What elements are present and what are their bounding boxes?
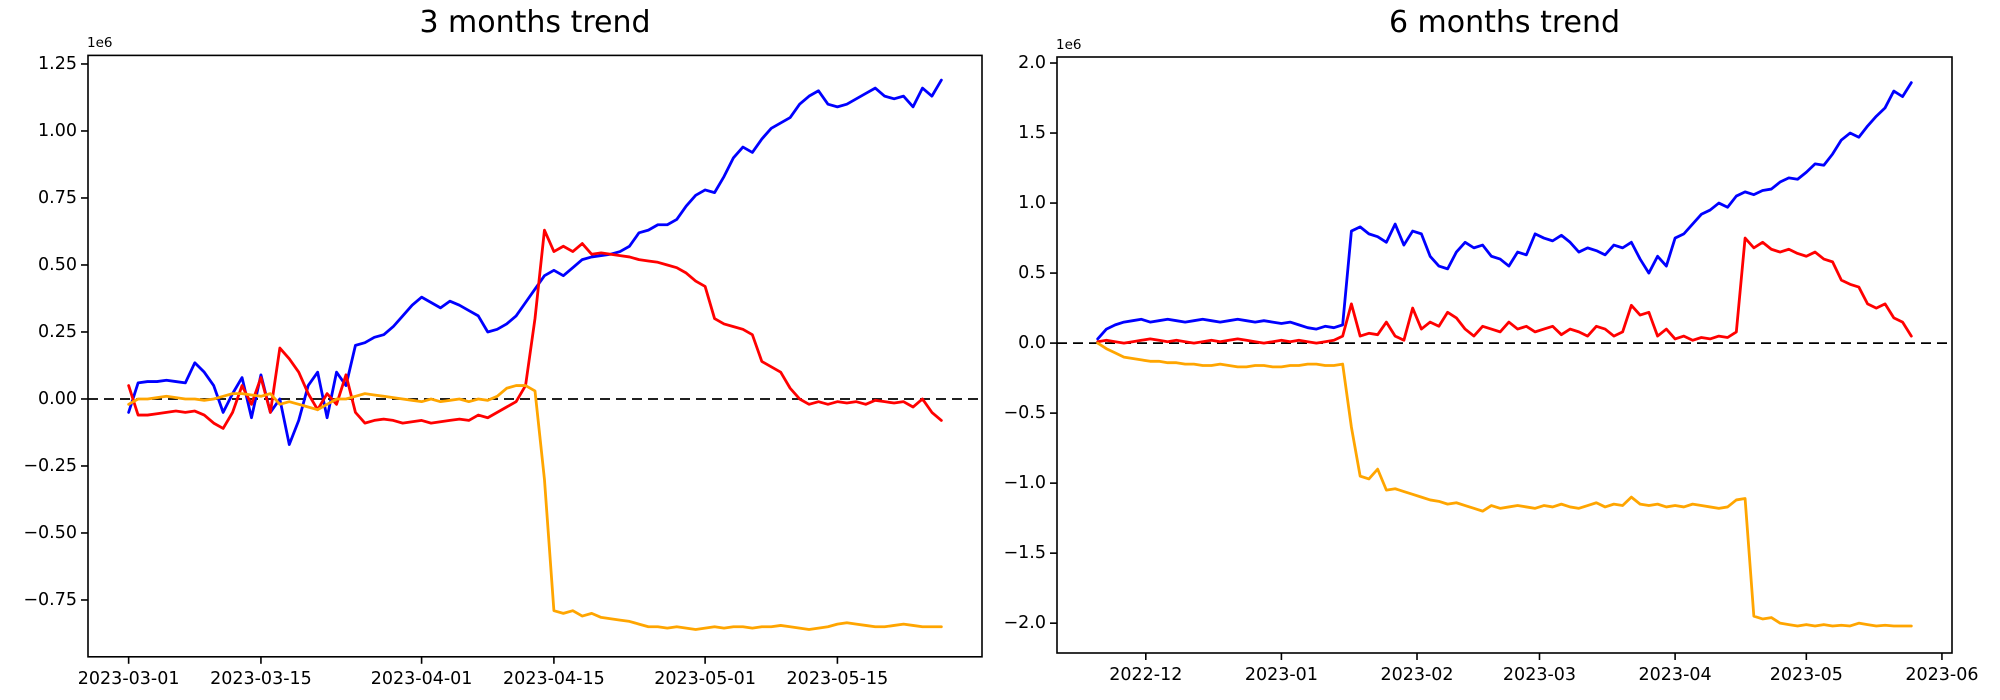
x-tick-label: 2023-06	[1905, 665, 1978, 685]
y-tick-label: −0.50	[23, 523, 77, 543]
x-tick-label: 2022-12	[1109, 665, 1182, 685]
y-tick-label: 1.0	[1018, 193, 1046, 213]
x-tick-label: 2023-03-15	[210, 669, 312, 689]
y-tick-label: −2.0	[1004, 613, 1047, 633]
y-tick-label: 1.25	[38, 54, 77, 74]
y-tick-label: 1.00	[38, 121, 77, 141]
y-tick-label: 0.50	[38, 255, 77, 275]
x-tick-label: 2023-04-01	[371, 669, 473, 689]
y-tick-label: 2.0	[1018, 53, 1046, 73]
plot-3-months-trend: 1.25 1.00 0.75 0.50 0.25 0.00 −0.25 −0.50 −0.75 2…	[23, 54, 983, 689]
y-tick-label: 1.5	[1018, 123, 1046, 143]
x-tick-label: 2023-04-15	[503, 669, 605, 689]
plot-border	[87, 54, 983, 658]
x-tick-label: 2023-04	[1639, 665, 1712, 685]
orange-series-line	[1096, 341, 1913, 628]
x-tick-label: 2023-03-01	[78, 669, 180, 689]
x-tick-label: 2023-01	[1245, 665, 1318, 685]
y-tick-label: −0.75	[23, 590, 77, 610]
y-axis-offset-label-6-months: 1e6	[1056, 37, 1082, 53]
plot-border	[1056, 56, 1953, 654]
y-axis-offset-label-3-months: 1e6	[87, 35, 113, 51]
y-tick-label: 0.25	[38, 322, 77, 342]
y-tick-label: −0.5	[1004, 403, 1047, 423]
y-tick-label: −0.25	[23, 456, 77, 476]
y-tick-label: −1.0	[1004, 473, 1047, 493]
x-tick-label: 2023-03	[1503, 665, 1576, 685]
x-tick-label: 2023-02	[1380, 665, 1453, 685]
orange-series-line	[127, 384, 943, 631]
x-tick-label: 2023-05-01	[654, 669, 756, 689]
chart-title-6-months: 6 months trend	[1388, 5, 1621, 40]
x-tick-label: 2023-05	[1770, 665, 1843, 685]
y-tick-label: 0.75	[38, 188, 77, 208]
y-tick-label: 0.5	[1018, 263, 1046, 283]
plot-6-months-trend: 2.0 1.5 1.0 0.5 0.0 −0.5 −1.0 −1.5 −2.0 2022-12 20…	[1004, 53, 1979, 685]
y-tick-label: 0.00	[38, 389, 77, 409]
red-series-line	[1096, 236, 1913, 345]
chart-title-3-months: 3 months trend	[419, 5, 651, 40]
y-tick-label: −1.5	[1004, 543, 1047, 563]
red-series-line	[127, 228, 943, 430]
y-tick-label: 0.0	[1018, 333, 1046, 353]
x-tick-label: 2023-05-15	[787, 669, 889, 689]
blue-series-line	[1096, 81, 1913, 341]
